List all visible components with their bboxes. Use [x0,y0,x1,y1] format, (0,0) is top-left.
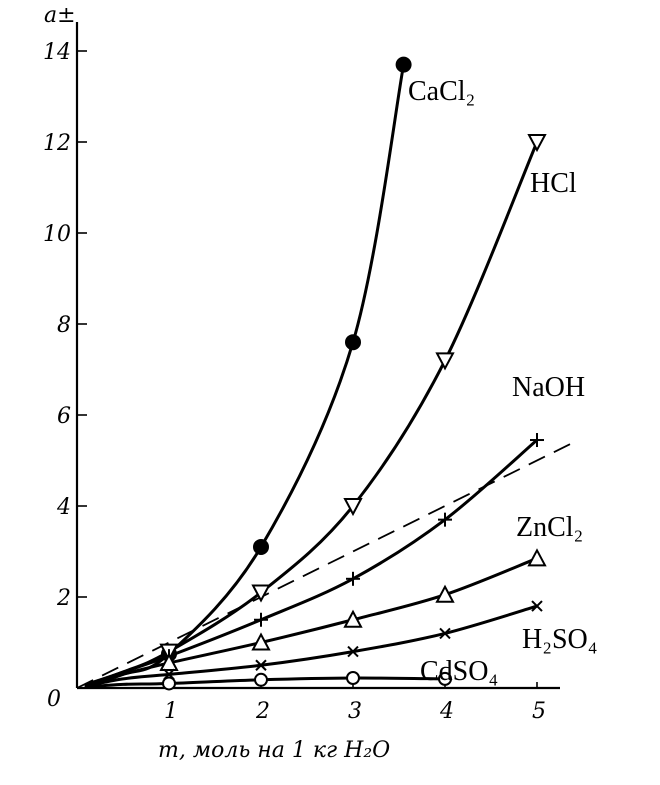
series-label-hcl: HCl [530,168,577,199]
data-point [530,433,544,448]
x-tick-label: 0 [47,687,61,712]
x-tick-label: 5 [532,699,546,724]
series-label-naoh: NaOH [512,372,585,403]
markers [159,56,547,691]
series-line-naoh [84,438,539,687]
series-labels: CaCl₂ HCl NaOH ZnCl₂ H₂SO₄ CdSO₄ [408,76,598,687]
y-tick-label: 4 [56,495,71,520]
data-point [527,134,547,153]
data-point [346,571,360,586]
data-point [343,609,363,628]
series-label-cacl: CaCl₂ [408,76,475,107]
data-point [254,672,268,687]
y-tick-label: 14 [43,40,71,65]
x-tick-label: 1 [164,699,178,724]
series-line-cacl [84,63,406,688]
data-point [343,498,363,517]
data-point [346,670,360,685]
data-point [255,659,267,671]
data-point [438,671,452,686]
series-label-hso: H₂SO₄ [522,624,598,655]
series-label-cdso: CdSO₄ [420,656,498,687]
data-point [347,645,359,658]
data-point [251,632,271,651]
series-line-cdso [84,676,447,689]
data-point [345,334,361,351]
data-point [254,612,268,627]
x-axis-label: m, моль на 1 кг H₂O [158,738,390,763]
data-point [435,352,455,371]
data-point [439,627,451,640]
x-tick-label: 2 [255,699,270,724]
data-point [253,538,269,555]
y-axis-label: a± [44,3,76,28]
data-point [159,652,179,671]
data-point [251,584,271,603]
data-point [435,584,455,603]
y-tick-label: 10 [43,222,71,247]
curves [76,63,575,689]
data-point [162,676,176,691]
y-tick-label: 6 [57,404,71,429]
dashed-reference-line [76,441,575,689]
y-tick-label: 2 [56,586,71,611]
y-tick-label: 8 [57,313,71,338]
data-point [527,548,547,567]
data-point [438,512,452,527]
data-point [395,56,412,73]
axes [75,22,560,690]
series-label-zncl: ZnCl₂ [516,512,583,543]
x-tick-label: 4 [439,699,454,724]
x-tick-label: 3 [348,699,362,724]
y-tick-label: 12 [43,131,71,156]
series-line-hcl [84,140,539,686]
data-point [531,600,543,612]
